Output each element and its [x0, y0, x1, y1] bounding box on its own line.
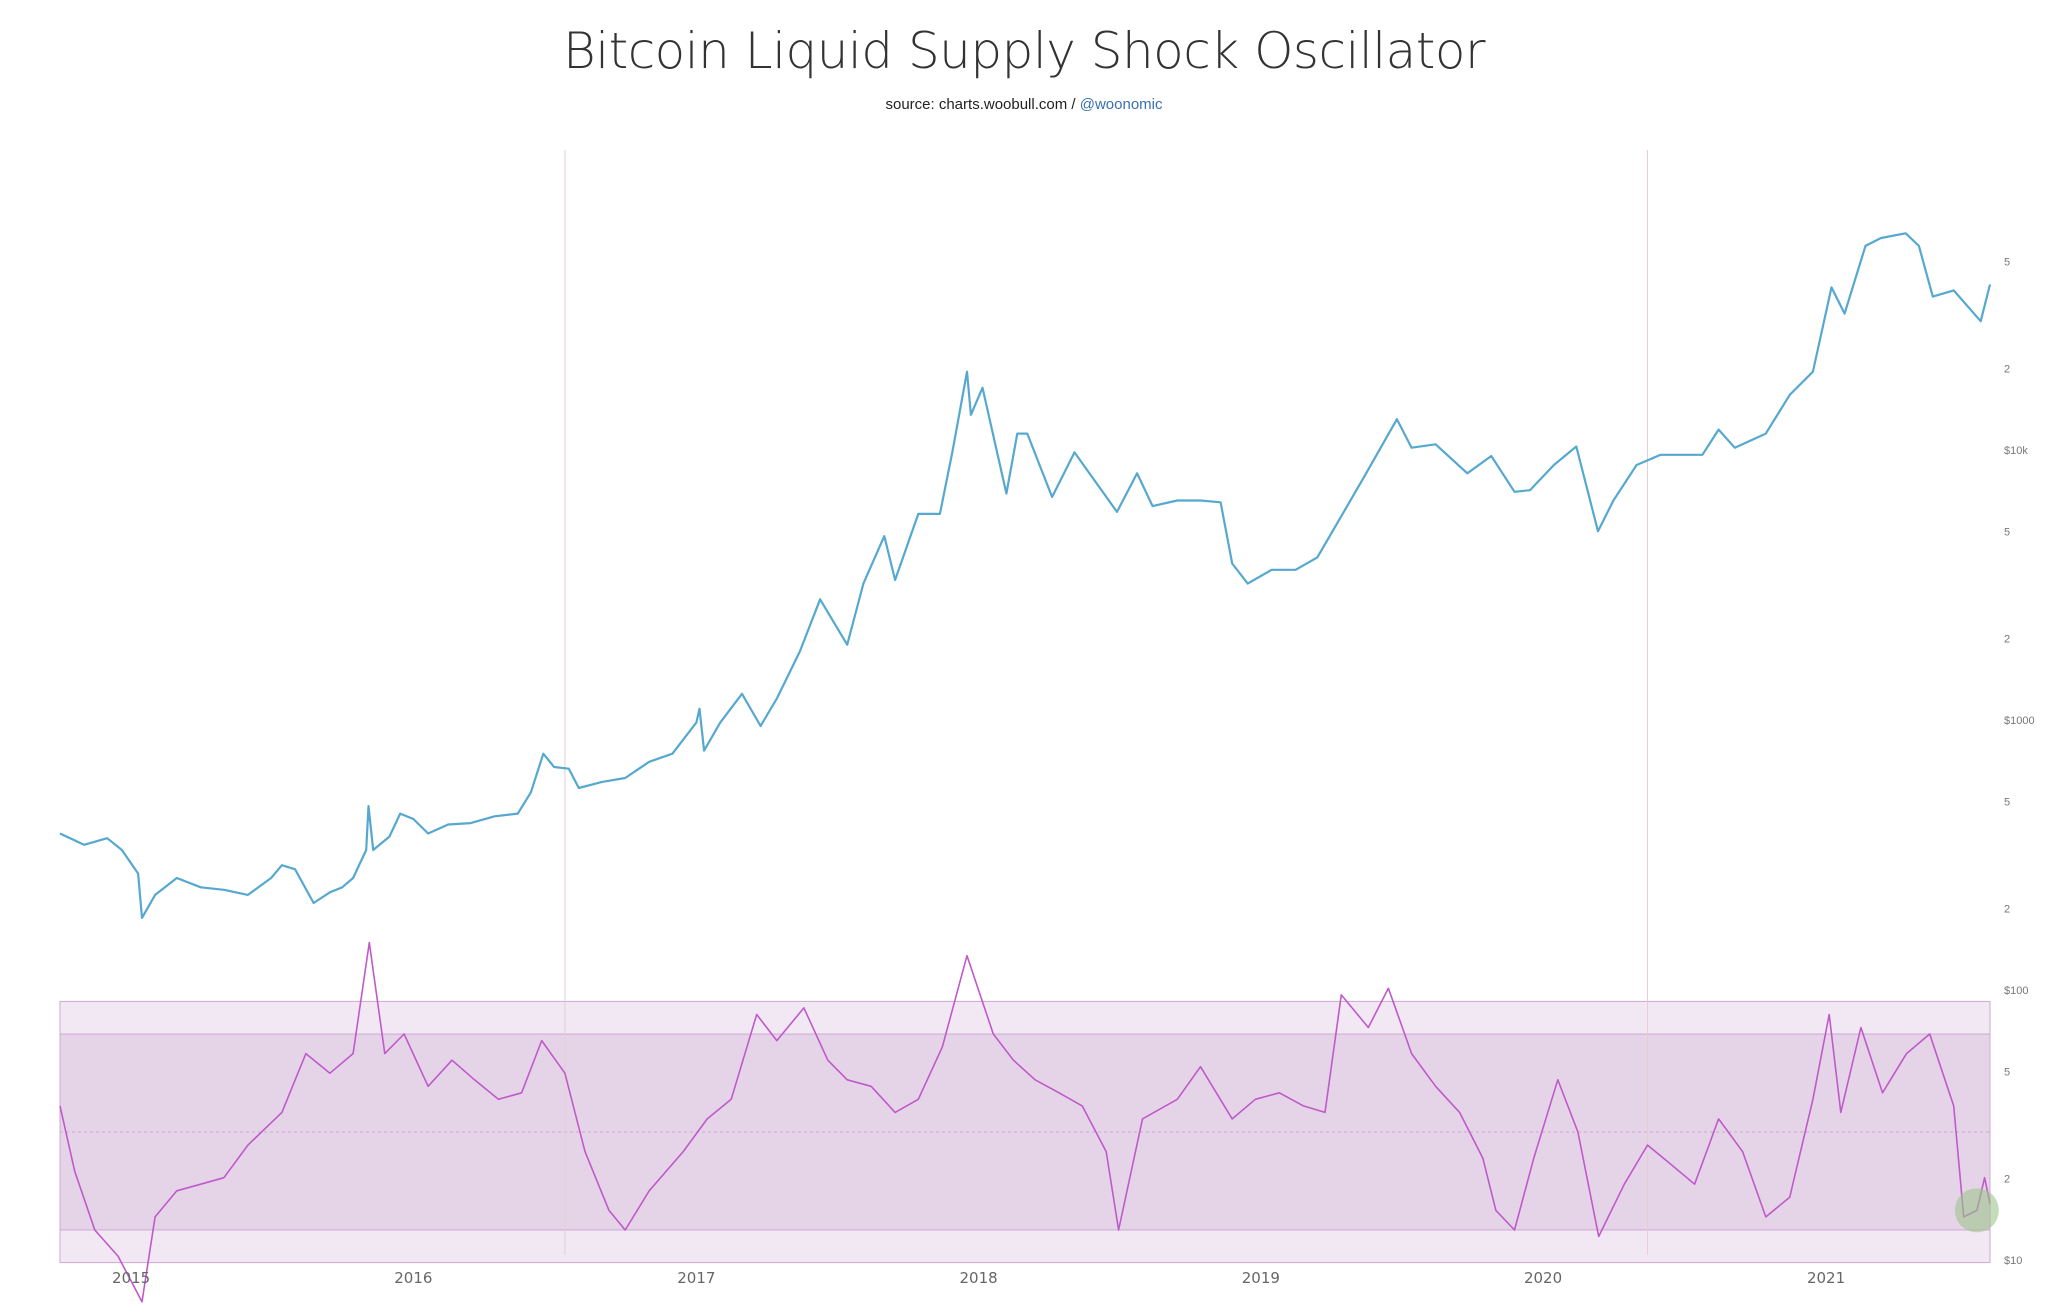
price-tick-label: $1000 [2004, 715, 2035, 727]
x-axis-ticks: 2015 2016 2017 2018 2019 2020 2021 [112, 1269, 1845, 1287]
oscillator-bands [59, 1000, 1991, 1264]
price-tick-label: 2 [2004, 904, 2010, 916]
author-handle-link[interactable]: @woonomic [1079, 96, 1163, 113]
price-tick-label: 2 [2004, 634, 2010, 646]
halving-lines [564, 150, 1648, 1255]
x-tick-label: 2020 [1524, 1269, 1562, 1287]
price-tick-label: 5 [2004, 256, 2010, 268]
highlight-marker [1954, 1188, 1999, 1233]
oscillator-series-line [59, 941, 1991, 1303]
price-series-line [59, 232, 1992, 920]
x-tick-label: 2021 [1807, 1269, 1845, 1287]
price-tick-label: 5 [2004, 1066, 2010, 1078]
chart-title: Bitcoin Liquid Supply Shock Oscillator [562, 22, 1486, 80]
x-tick-label: 2016 [394, 1269, 432, 1287]
x-tick-label: 2015 [112, 1269, 150, 1287]
price-tick-label: 2 [2004, 1174, 2010, 1186]
price-axis-ticks: 5 2 $10k 5 2 $1000 5 2 $100 5 2 $10 [2004, 256, 2035, 1267]
source-text: source: charts.woobull.com / [885, 96, 1080, 113]
series-layer [59, 232, 1999, 1303]
price-tick-label: 5 [2004, 526, 2010, 538]
chart-subtitle: source: charts.woobull.com / @woonomic [0, 96, 2048, 113]
price-tick-label: $10k [2004, 445, 2028, 457]
price-tick-label: $100 [2004, 985, 2028, 997]
price-tick-label: $10 [2004, 1255, 2022, 1267]
x-tick-label: 2018 [960, 1269, 998, 1287]
x-tick-label: 2017 [677, 1269, 715, 1287]
price-tick-label: 5 [2004, 796, 2010, 808]
x-tick-label: 2019 [1242, 1269, 1280, 1287]
price-tick-label: 2 [2004, 364, 2010, 376]
